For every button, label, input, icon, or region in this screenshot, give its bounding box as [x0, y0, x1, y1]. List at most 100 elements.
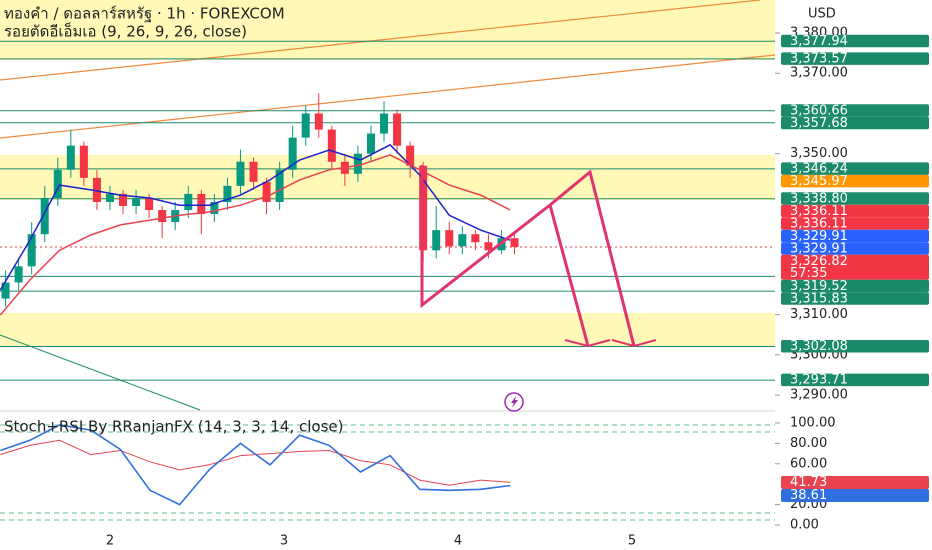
ema-line — [0, 143, 511, 291]
y-tick-label: 80.00 — [790, 436, 827, 451]
value-badge-label: 38.61 — [790, 488, 827, 503]
y-tick-label: 100.00 — [790, 415, 836, 430]
candle-body — [105, 193, 114, 202]
forecast-drawing — [420, 165, 657, 348]
candle-body — [288, 137, 297, 170]
zone — [0, 155, 775, 200]
candle-body — [132, 197, 141, 207]
trend-line — [0, 0, 761, 81]
price-badge — [781, 162, 929, 175]
candle-body — [275, 169, 284, 202]
x-tick-label: 2 — [106, 534, 114, 549]
oscillator — [0, 424, 511, 506]
candle-body — [353, 153, 362, 174]
price-badge-label: 3,326.82 — [790, 254, 848, 269]
osc-bands — [0, 424, 775, 521]
candle-body — [510, 238, 519, 247]
candle-body — [210, 201, 219, 215]
zone — [0, 0, 775, 60]
price-badge — [781, 279, 929, 293]
countdown: 57:35 — [790, 266, 827, 281]
y-tick-label: 3,350.00 — [790, 146, 848, 161]
price-badge — [781, 242, 929, 255]
candle-body — [366, 133, 375, 154]
triangle — [420, 165, 551, 309]
candle-body — [432, 230, 441, 251]
axis-unit: USD — [808, 7, 836, 22]
candle-body — [327, 129, 336, 162]
price-badge-label: 3,329.91 — [790, 241, 848, 256]
price-axis: 3,380.003,370.003,350.003,310.003,300.00… — [775, 25, 929, 533]
price-badge — [781, 340, 929, 353]
price-badge-label: 3,357.68 — [790, 116, 848, 131]
price-badge-label: 3,293.71 — [790, 373, 848, 388]
price-badge — [781, 229, 929, 243]
arrow-head — [611, 339, 657, 348]
price-badge — [781, 373, 929, 387]
candle-body — [445, 230, 454, 247]
price-badge — [781, 254, 929, 280]
price-badge-label: 3,338.80 — [790, 191, 848, 206]
candle-body — [380, 113, 389, 134]
price-badge — [781, 52, 929, 65]
price-badge-label: 3,346.24 — [790, 161, 848, 176]
price-badge-label: 3,302.08 — [790, 339, 848, 354]
candle-body — [262, 181, 271, 202]
price-badge-label: 3,360.66 — [790, 103, 848, 118]
value-badge-label: 41.73 — [790, 475, 827, 490]
candle-body — [406, 145, 415, 166]
candle-body — [471, 234, 480, 243]
candle-body — [53, 169, 62, 198]
candle-body — [301, 113, 310, 138]
zone — [0, 313, 775, 347]
candle-body — [393, 113, 402, 146]
candle-body — [66, 145, 75, 170]
candle-body — [1, 282, 10, 299]
trend-line — [0, 54, 776, 139]
chart-title: ทองคำ / ดอลลาร์สหรัฐ · 1h · FOREXCOM — [4, 5, 285, 23]
y-tick-label: 3,310.00 — [790, 307, 848, 322]
candle-body — [27, 234, 36, 267]
price-badge — [781, 104, 929, 117]
oscillator-line — [0, 424, 511, 506]
price-badge — [781, 204, 929, 218]
candle-body — [197, 193, 206, 215]
candle-body — [484, 242, 493, 251]
arrow-head — [564, 339, 611, 348]
candle-body — [249, 161, 258, 182]
x-tick-label: 5 — [628, 534, 636, 549]
candle-body — [145, 197, 154, 211]
x-tick-label: 3 — [280, 534, 288, 549]
price-badge-label: 3,329.91 — [790, 229, 848, 244]
ema-line — [0, 154, 511, 316]
candle-body — [14, 266, 23, 283]
y-tick-label: 60.00 — [790, 456, 827, 471]
icon-bolt — [511, 396, 518, 408]
forecast-leg — [549, 169, 636, 347]
lightning-icon — [504, 392, 524, 412]
price-badge — [781, 217, 929, 230]
forecast-leg — [548, 204, 590, 347]
y-tick-label: 0.00 — [790, 518, 819, 533]
price-badge — [781, 34, 929, 48]
oscillator-title: Stoch+RSI By RRanjanFX (14, 3, 3, 14, cl… — [4, 418, 343, 436]
y-tick-label: 3,290.00 — [790, 388, 848, 403]
price-badge-label: 3,345.97 — [790, 174, 848, 189]
trend-line — [0, 334, 201, 411]
price-badge-label: 3,315.83 — [790, 291, 848, 306]
chart-subtitle: รอยตัดอีเอ็มเอ (9, 26, 9, 26, close) — [4, 22, 247, 41]
price-badge-label: 3,319.52 — [790, 279, 848, 294]
price-badge — [781, 192, 929, 205]
candle-body — [119, 193, 128, 207]
value-badge — [781, 475, 929, 489]
candle-body — [458, 234, 467, 247]
candle-body — [79, 145, 88, 178]
value-badge — [781, 488, 929, 502]
x-tick-label: 4 — [454, 534, 462, 549]
candle-body — [158, 210, 167, 223]
candle-body — [314, 113, 323, 130]
y-tick-label: 3,370.00 — [790, 66, 848, 81]
price-badge — [781, 174, 929, 188]
